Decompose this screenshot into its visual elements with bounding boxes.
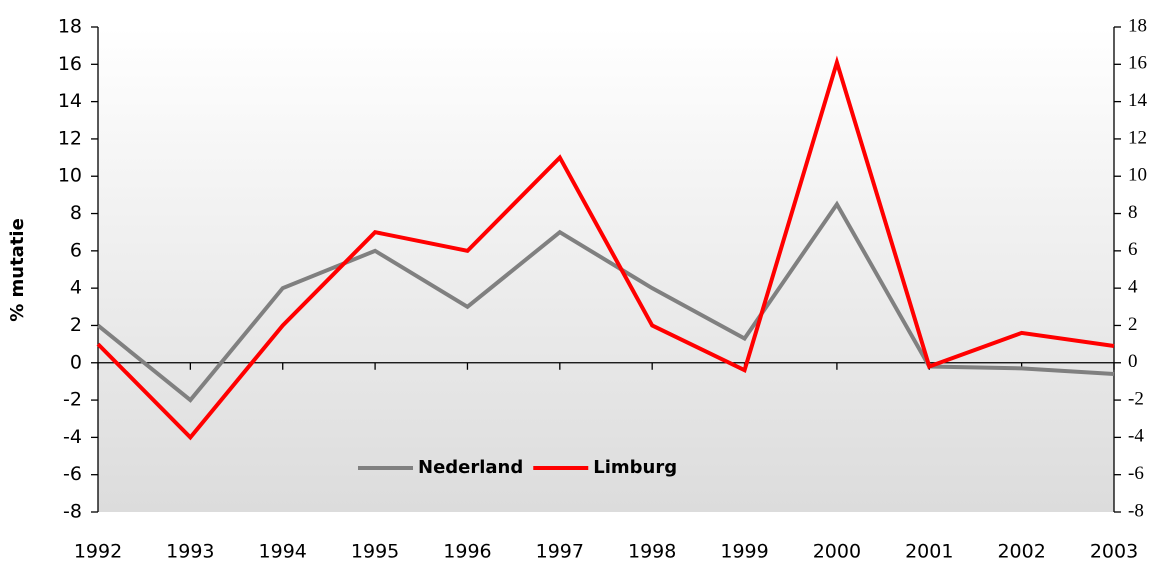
y-tick-label: 14 [58,90,82,112]
y-tick-label: -8 [63,501,82,523]
x-tick-label: 2002 [997,541,1045,563]
y2-tick-label: -2 [1128,388,1144,409]
x-tick-label: 1995 [351,541,399,563]
y-tick-label: -6 [63,463,82,485]
y2-tick-label: 8 [1128,202,1138,223]
y-tick-label: 10 [58,165,82,187]
y2-tick-label: -6 [1128,463,1144,484]
y2-tick-label: 14 [1128,90,1148,111]
x-tick-label: 1997 [536,541,584,563]
y-tick-label: 12 [58,127,82,149]
x-tick-label: 1999 [720,541,768,563]
y-tick-label: -4 [63,426,82,448]
x-tick-label: 2000 [813,541,861,563]
y-tick-label: 18 [58,16,82,38]
y2-tick-label: 16 [1128,53,1147,74]
y2-tick-label: -4 [1128,426,1144,447]
y2-tick-label: 18 [1128,15,1147,36]
x-tick-label: 2001 [905,541,953,563]
y2-tick-label: 4 [1128,277,1138,298]
y-tick-label: 2 [70,314,82,336]
x-tick-label: 1996 [443,541,491,563]
y-tick-label: 16 [58,53,82,75]
x-tick-label: 1994 [259,541,307,563]
x-tick-label: 1998 [628,541,676,563]
line-series [96,55,1115,441]
line-series [96,200,1115,403]
plot-area [98,27,1114,512]
y2-tick-label: 2 [1128,314,1138,335]
y2-tick-label: 12 [1128,127,1147,148]
y-tick-label: 6 [70,239,82,261]
legend-label: Nederland [418,457,523,478]
y2-tick-label: 10 [1128,165,1147,186]
y-tick-label: 4 [70,277,82,299]
y-axis-label: % mutatie [7,218,28,322]
y2-tick-label: 0 [1128,351,1138,372]
y-tick-label: 0 [70,351,82,373]
x-tick-label: 2003 [1090,541,1138,563]
x-tick-label: 1992 [74,541,122,563]
y-tick-label: 8 [70,202,82,224]
y2-tick-label: 6 [1128,239,1138,260]
legend-label: Limburg [593,457,677,478]
x-tick-label: 1993 [166,541,214,563]
y2-tick-label: -8 [1128,500,1144,521]
y-tick-label: -2 [63,389,82,411]
